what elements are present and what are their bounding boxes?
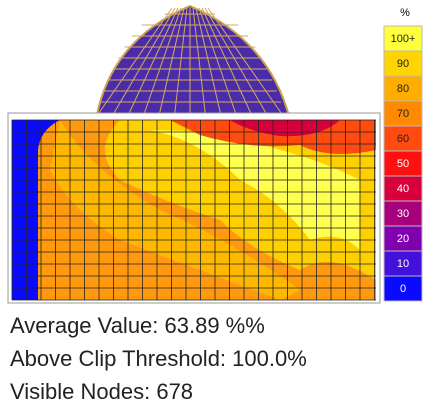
dome-view	[93, 4, 292, 121]
mesh-line	[109, 7, 176, 121]
mesh-grid	[11, 119, 376, 301]
legend-label: 60	[397, 133, 409, 145]
mesh-line	[201, 7, 255, 121]
legend-unit: %	[400, 7, 410, 19]
legend-swatch	[383, 250, 423, 277]
mesh-line	[141, 7, 182, 121]
legend-label: 20	[397, 233, 409, 245]
legend-label: 50	[397, 158, 409, 170]
heat-region	[150, 130, 360, 250]
legend-swatch	[383, 25, 423, 52]
dome-mesh	[93, 7, 287, 121]
mesh-line	[198, 7, 239, 121]
stat-line: Above Clip Threshold: 100.0%	[10, 346, 307, 371]
mesh-line	[125, 7, 179, 121]
legend-label: 90	[397, 58, 409, 70]
legend-swatch	[383, 225, 423, 252]
mesh-line	[195, 7, 223, 121]
dome	[94, 4, 292, 121]
legend-label: 0	[400, 283, 406, 295]
stat-line: Average Value: 63.89 %%	[10, 313, 265, 338]
heatmap	[7, 112, 381, 304]
legend: 100+ 90 80 70 60 50 40 30 20 10 0	[383, 25, 423, 302]
legend-swatch	[383, 125, 423, 152]
mesh-line	[207, 7, 287, 121]
legend-swatch	[383, 75, 423, 102]
heat-region	[50, 120, 300, 300]
legend-label: 30	[397, 208, 409, 220]
legend-label: 10	[397, 258, 409, 270]
legend-label: 70	[397, 108, 409, 120]
legend-swatch	[383, 150, 423, 177]
legend-label: 80	[397, 83, 409, 95]
legend-label: 40	[397, 183, 409, 195]
mesh-line	[173, 7, 188, 121]
legend-swatch	[383, 275, 423, 302]
mesh-line	[192, 7, 207, 121]
heat-region	[12, 120, 60, 300]
legend-swatch	[383, 50, 423, 77]
stat-line: Visible Nodes: 678	[10, 379, 193, 404]
mesh-line	[157, 7, 185, 121]
legend-label: 100+	[391, 33, 416, 45]
legend-swatch	[383, 200, 423, 227]
mesh-line	[93, 7, 173, 121]
mesh-line	[204, 7, 271, 121]
